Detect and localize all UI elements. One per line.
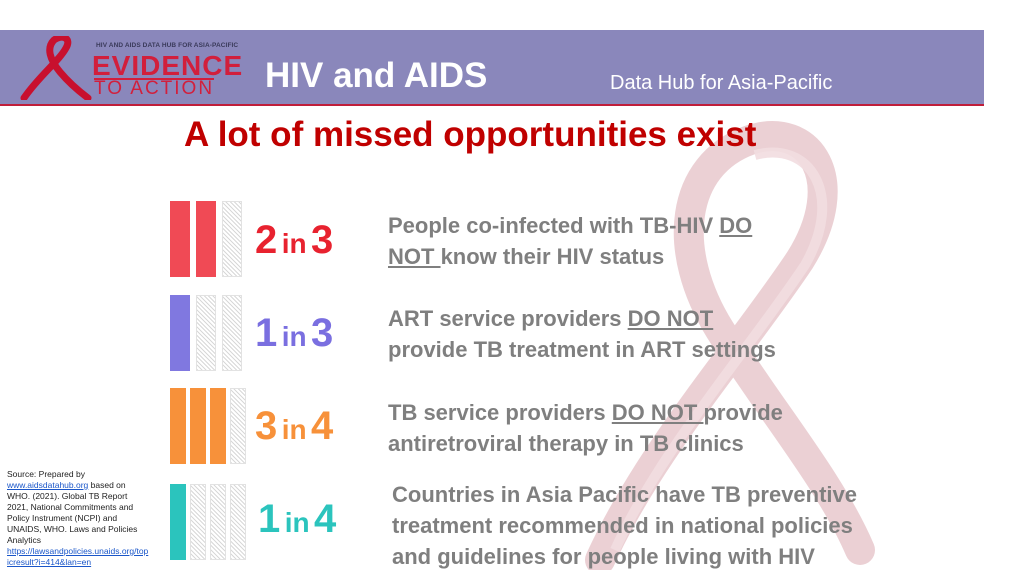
ratio-row3: 3 in 4 xyxy=(255,404,333,449)
ratio-numerator: 2 xyxy=(255,218,278,262)
statement-text: ART service providers xyxy=(388,306,628,331)
statement-text: know their HIV status xyxy=(440,244,665,269)
ratio-in: in xyxy=(281,228,307,259)
filled-bar xyxy=(170,295,190,371)
statement-emphasis: DO NOT xyxy=(611,400,704,425)
ratio-denominator: 4 xyxy=(314,497,337,541)
filled-bar xyxy=(170,201,190,277)
empty-bar xyxy=(190,484,206,560)
ratio-row2: 1 in 3 xyxy=(255,311,333,356)
filled-bar xyxy=(190,388,206,464)
logo-evidence-text: EVIDENCE xyxy=(92,50,244,81)
ratio-in: in xyxy=(284,507,310,538)
statement-emphasis: NOT xyxy=(388,244,441,269)
header-banner: HIV AND AIDS DATA HUB FOR ASIA-PACIFIC E… xyxy=(0,30,984,104)
empty-bar xyxy=(222,201,242,277)
source-text: based on WHO. (2021). Global TB Report 2… xyxy=(7,480,138,545)
statement-row2: ART service providers DO NOT provide TB … xyxy=(388,303,776,365)
filled-bar xyxy=(170,484,186,560)
statement-text: TB service providers xyxy=(388,400,612,425)
filled-bar xyxy=(170,388,186,464)
statement-row3: TB service providers DO NOT provide anti… xyxy=(388,397,783,459)
ratio-numerator: 3 xyxy=(255,404,278,448)
evidence-to-action-logo: HIV AND AIDS DATA HUB FOR ASIA-PACIFIC E… xyxy=(14,36,244,100)
logo-small-text: HIV AND AIDS DATA HUB FOR ASIA-PACIFIC xyxy=(96,42,239,49)
ratio-row1: 2 in 3 xyxy=(255,218,333,263)
statement-row1: People co-infected with TB-HIV DO NOT kn… xyxy=(388,210,752,272)
statement-text: People co-infected with TB-HIV xyxy=(388,213,720,238)
empty-bar xyxy=(222,295,242,371)
awareness-ribbon-watermark xyxy=(585,121,875,570)
statement-text: and guidelines for people living with HI… xyxy=(392,544,815,569)
aidsdatahub-link[interactable]: www.aidsdatahub.org xyxy=(7,480,89,490)
source-note: Source: Prepared by www.aidsdatahub.org … xyxy=(7,469,149,568)
filled-bar xyxy=(210,388,226,464)
ratio-denominator: 4 xyxy=(311,404,334,448)
ratio-numerator: 1 xyxy=(258,497,281,541)
headline: A lot of missed opportunities exist xyxy=(184,115,757,154)
ratio-denominator: 3 xyxy=(311,311,334,355)
empty-bar xyxy=(196,295,216,371)
lawsandpolicies-link[interactable]: https://lawsandpolicies.unaids.org/topic… xyxy=(7,546,149,567)
filled-bar xyxy=(196,201,216,277)
empty-bar xyxy=(230,484,246,560)
ratio-in: in xyxy=(281,321,307,352)
page-title: HIV and AIDS xyxy=(265,56,488,95)
ratio-row4: 1 in 4 xyxy=(258,497,336,542)
statement-emphasis: DO NOT xyxy=(627,306,714,331)
statement-text: provide TB treatment in ART settings xyxy=(388,337,776,362)
logo-to-action-text: TO ACTION xyxy=(94,78,215,99)
statement-text: antiretroviral therapy in TB clinics xyxy=(388,431,744,456)
ratio-numerator: 1 xyxy=(255,311,278,355)
ratio-denominator: 3 xyxy=(311,218,334,262)
statement-text: Countries in Asia Pacific have TB preven… xyxy=(392,482,858,507)
header-divider xyxy=(0,104,984,106)
statement-text: provide xyxy=(703,400,783,425)
empty-bar xyxy=(210,484,226,560)
empty-bar xyxy=(230,388,246,464)
page-subtitle: Data Hub for Asia-Pacific xyxy=(610,72,833,94)
statement-emphasis: DO xyxy=(719,213,753,238)
statement-text: treatment recommended in national polici… xyxy=(392,513,853,538)
statement-row4: Countries in Asia Pacific have TB preven… xyxy=(392,479,857,572)
source-prefix: Source: Prepared by xyxy=(7,469,85,479)
ratio-in: in xyxy=(281,414,307,445)
red-ribbon-icon xyxy=(20,36,92,100)
